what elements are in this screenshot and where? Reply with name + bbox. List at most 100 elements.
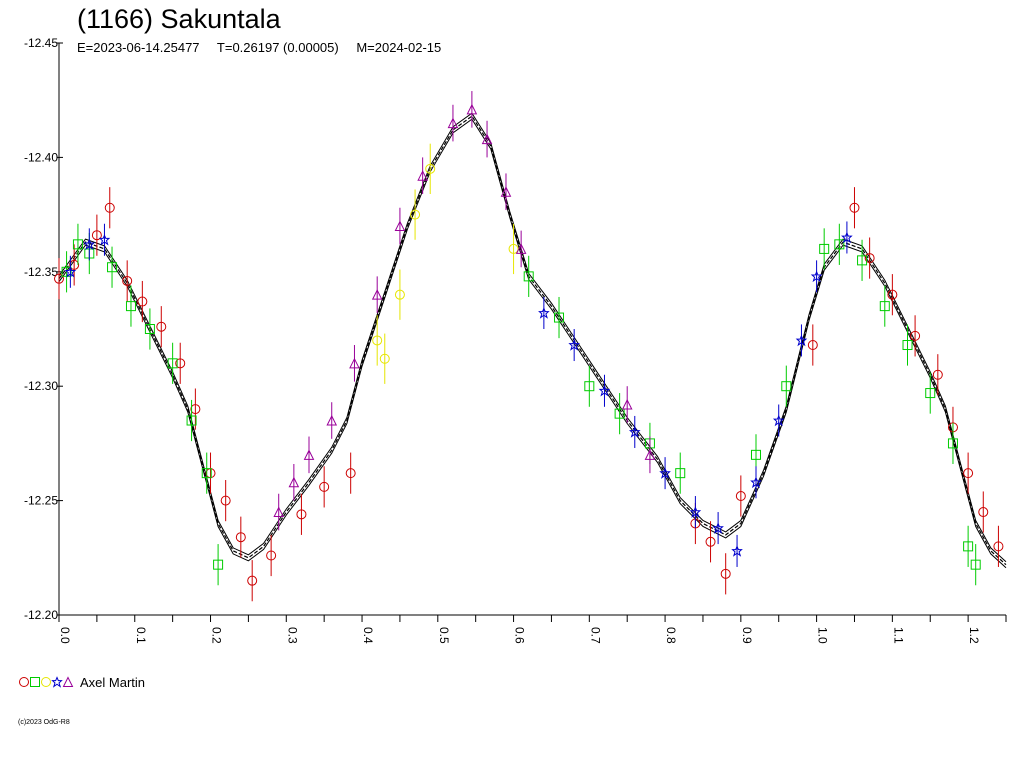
legend-symbol [19, 677, 29, 687]
data-point [554, 312, 565, 323]
data-point [834, 239, 845, 250]
legend-observer: Axel Martin [80, 674, 146, 690]
data-point [857, 255, 868, 266]
data-point [807, 340, 818, 351]
data-point [273, 506, 285, 518]
period-label: T=0.26197 (0.00005) [216, 40, 339, 55]
data-point [64, 266, 77, 278]
data-point [326, 414, 338, 426]
data-points [54, 91, 1004, 602]
data-point [731, 545, 743, 557]
legend-symbol [41, 677, 51, 687]
data-point [319, 481, 330, 492]
data-point [750, 476, 762, 489]
data-point [394, 220, 406, 232]
x-tick-label: 1.2 [967, 627, 981, 644]
data-point [288, 476, 300, 488]
series-2 [61, 223, 981, 586]
data-point [104, 202, 115, 213]
data-point [410, 209, 421, 220]
data-point [819, 243, 830, 254]
data-point [201, 468, 212, 479]
y-tick-label: -12.20 [24, 608, 58, 622]
data-point [371, 289, 383, 300]
data-point [705, 536, 716, 547]
legend-symbols [19, 676, 74, 688]
data-point [186, 415, 197, 426]
data-point [925, 388, 936, 399]
data-point [735, 491, 746, 502]
data-point [137, 296, 148, 307]
data-point [628, 426, 641, 438]
data-point [54, 273, 64, 284]
data-point [849, 202, 860, 213]
data-point [887, 289, 898, 300]
data-point [349, 357, 360, 369]
data-point [963, 541, 974, 552]
data-point [220, 495, 231, 506]
data-point [621, 398, 633, 410]
fit-curve-mean [58, 115, 1007, 566]
data-point [235, 532, 246, 543]
data-point [500, 186, 512, 197]
data-point [720, 568, 731, 579]
legend: Axel Martin [18, 674, 145, 690]
data-point [750, 449, 761, 460]
data-point [425, 163, 436, 174]
data-point [303, 449, 315, 460]
x-tick-label: 0.3 [285, 627, 299, 644]
legend-symbol [51, 676, 63, 688]
data-point [72, 239, 83, 250]
axes: -12.45 -12.40 -12.35 -12.30 -12.25 -12.200.0 0… [24, 36, 1007, 644]
data-point [167, 358, 178, 369]
data-point [795, 334, 808, 347]
series-1 [54, 187, 1004, 602]
y-tick-label: -12.35 [24, 265, 58, 279]
data-point [175, 358, 186, 369]
data-point [296, 509, 307, 520]
data-point [345, 468, 356, 479]
series-3 [372, 143, 519, 384]
data-point [61, 266, 72, 277]
x-tick-label: 1.0 [816, 627, 830, 644]
data-point [91, 230, 102, 241]
chart-parameters: E=2023-06-14.25477 T=0.26197 (0.00005) M… [77, 40, 455, 55]
data-point [144, 324, 155, 334]
data-point [538, 307, 550, 319]
data-point [515, 243, 527, 254]
data-point [810, 270, 823, 283]
legend-symbol [30, 677, 40, 687]
x-tick-label: 1.1 [891, 627, 905, 644]
fit-curve-lower [58, 118, 1007, 569]
data-point [508, 243, 519, 254]
data-point [523, 271, 534, 282]
series-4 [64, 221, 853, 567]
data-point [947, 438, 958, 449]
data-point [644, 449, 656, 460]
data-point [122, 275, 133, 286]
data-point [781, 381, 792, 392]
fit-curve-upper [58, 112, 1007, 563]
data-point [879, 301, 890, 312]
x-tick-label: 0.1 [134, 627, 148, 644]
data-point [614, 408, 625, 419]
data-point [466, 103, 478, 115]
y-tick-label: -12.25 [24, 494, 58, 508]
data-point [841, 231, 853, 244]
data-point [247, 575, 258, 586]
data-point [978, 507, 989, 518]
legend-symbol [62, 676, 74, 687]
lightcurve-plot: -12.45 -12.40 -12.35 -12.30 -12.25 -12.200.0 0… [24, 36, 1007, 644]
x-tick-label: 0.7 [588, 627, 602, 644]
data-point [993, 541, 1004, 552]
data-point [98, 233, 111, 246]
series-5 [273, 91, 656, 531]
data-point [417, 170, 428, 181]
data-point [125, 301, 136, 312]
data-point [213, 559, 224, 570]
x-tick-label: 0.0 [58, 627, 72, 644]
data-point [447, 117, 459, 129]
data-point [83, 238, 96, 251]
data-point [372, 335, 383, 346]
data-point [675, 468, 686, 479]
